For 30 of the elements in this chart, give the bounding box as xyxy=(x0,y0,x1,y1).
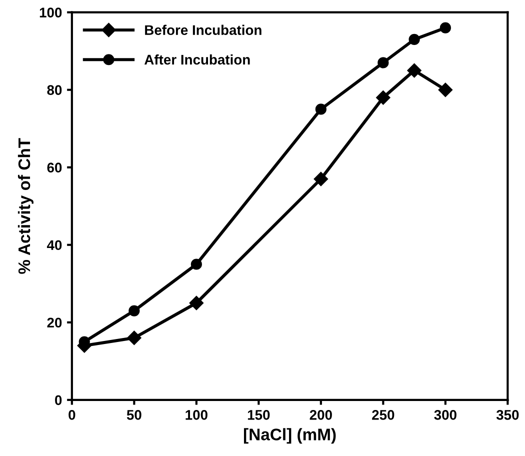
point xyxy=(407,63,422,78)
point xyxy=(440,22,451,34)
x-tick-label: 50 xyxy=(126,410,142,420)
point xyxy=(315,104,326,115)
y-tick-label: 40 xyxy=(46,240,62,250)
x-tick-label: 250 xyxy=(372,410,394,420)
point xyxy=(408,34,420,45)
point xyxy=(189,296,204,310)
x-tick-label: 150 xyxy=(248,410,270,420)
y-tick-label: 0 xyxy=(55,395,62,406)
point xyxy=(314,172,328,186)
point xyxy=(378,57,389,68)
legend-label: Before Incubation xyxy=(145,24,262,36)
legend-label: After Incubation xyxy=(144,54,250,65)
point xyxy=(376,90,390,105)
y-axis-title: % Activity of ChT xyxy=(18,138,34,274)
y-tick-label: 60 xyxy=(47,162,62,173)
x-axis-title: [NaCl] (mM) xyxy=(244,428,336,444)
x-tick-label: 200 xyxy=(310,410,332,420)
y-tick-label: 20 xyxy=(47,318,62,328)
point xyxy=(128,305,140,316)
point xyxy=(190,258,202,270)
x-tick-label: 100 xyxy=(186,410,208,420)
y-tick-label: 80 xyxy=(47,85,62,95)
point xyxy=(127,330,142,345)
x-tick-label: 350 xyxy=(496,410,519,420)
point xyxy=(438,82,453,97)
x-tick-label: 300 xyxy=(434,410,456,420)
x-tick-label: 0 xyxy=(68,410,76,420)
y-tick-label: 100 xyxy=(40,8,62,18)
